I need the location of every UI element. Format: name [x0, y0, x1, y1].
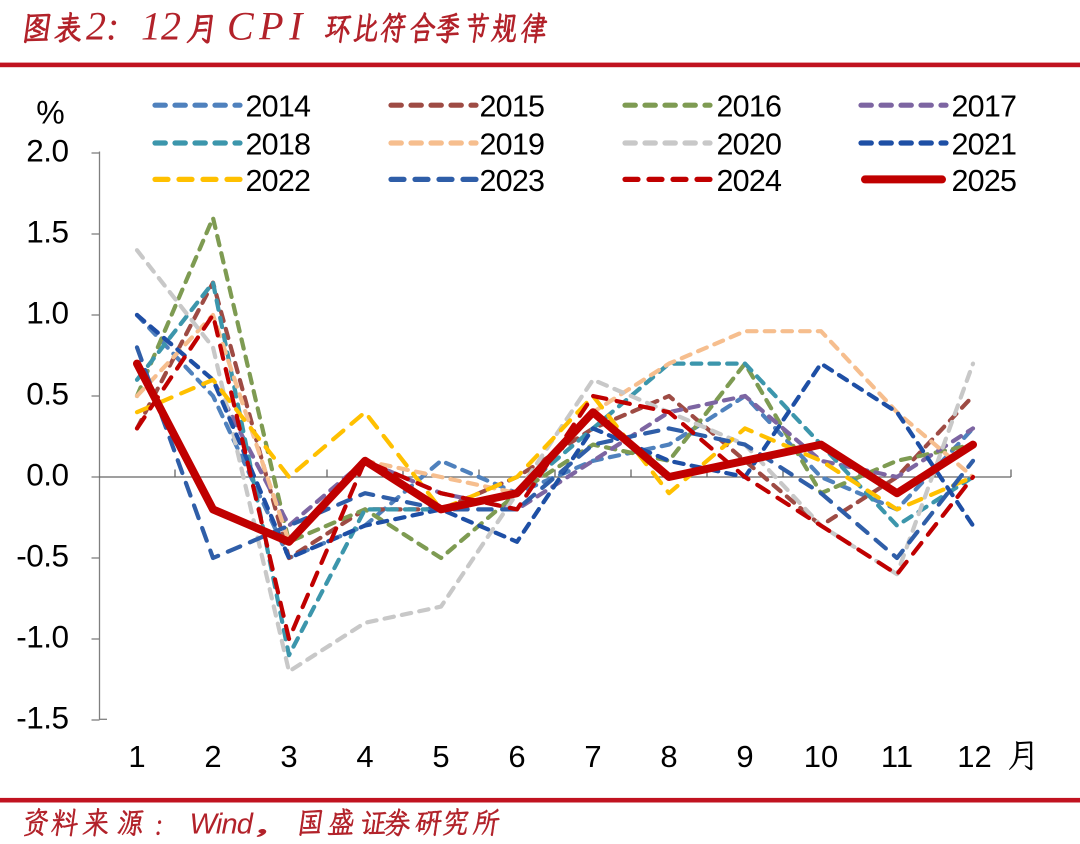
svg-text:2.0: 2.0	[26, 133, 68, 169]
svg-text:6: 6	[508, 739, 525, 774]
svg-text:2020: 2020	[717, 128, 782, 162]
svg-text:2019: 2019	[480, 128, 545, 162]
svg-text:5: 5	[432, 739, 449, 774]
svg-text:1: 1	[128, 739, 145, 774]
svg-text:11: 11	[881, 739, 913, 774]
svg-text:2023: 2023	[480, 164, 545, 198]
svg-text:2016: 2016	[717, 90, 782, 124]
svg-text:Wind: Wind	[190, 809, 254, 841]
svg-text:%: %	[36, 95, 64, 131]
svg-text:3: 3	[280, 739, 297, 774]
svg-text:2: 2	[204, 739, 221, 774]
svg-text:2021: 2021	[952, 128, 1017, 162]
svg-text:2024: 2024	[717, 164, 782, 198]
svg-text:-0.5: -0.5	[16, 538, 68, 574]
svg-text:7: 7	[584, 739, 601, 774]
svg-text:10: 10	[804, 739, 838, 774]
svg-text:0.5: 0.5	[26, 376, 68, 412]
svg-text:-1.0: -1.0	[16, 619, 68, 655]
svg-text:0.0: 0.0	[26, 457, 68, 493]
svg-text:2017: 2017	[952, 90, 1017, 124]
svg-text:CPI: CPI	[227, 4, 308, 49]
svg-text:1.0: 1.0	[26, 295, 68, 331]
svg-text:1.5: 1.5	[26, 214, 68, 250]
svg-text:2025: 2025	[952, 164, 1017, 198]
svg-text:4: 4	[356, 739, 373, 774]
svg-text:2014: 2014	[246, 90, 311, 124]
svg-text:2:: 2:	[86, 4, 119, 49]
svg-text:9: 9	[736, 739, 753, 774]
svg-text:-1.5: -1.5	[16, 700, 68, 736]
svg-text:2022: 2022	[246, 164, 311, 198]
svg-text:12: 12	[957, 739, 991, 774]
svg-text:2018: 2018	[246, 128, 311, 162]
svg-text:8: 8	[660, 739, 677, 774]
svg-text:12: 12	[141, 4, 181, 49]
svg-text:2015: 2015	[480, 90, 545, 124]
